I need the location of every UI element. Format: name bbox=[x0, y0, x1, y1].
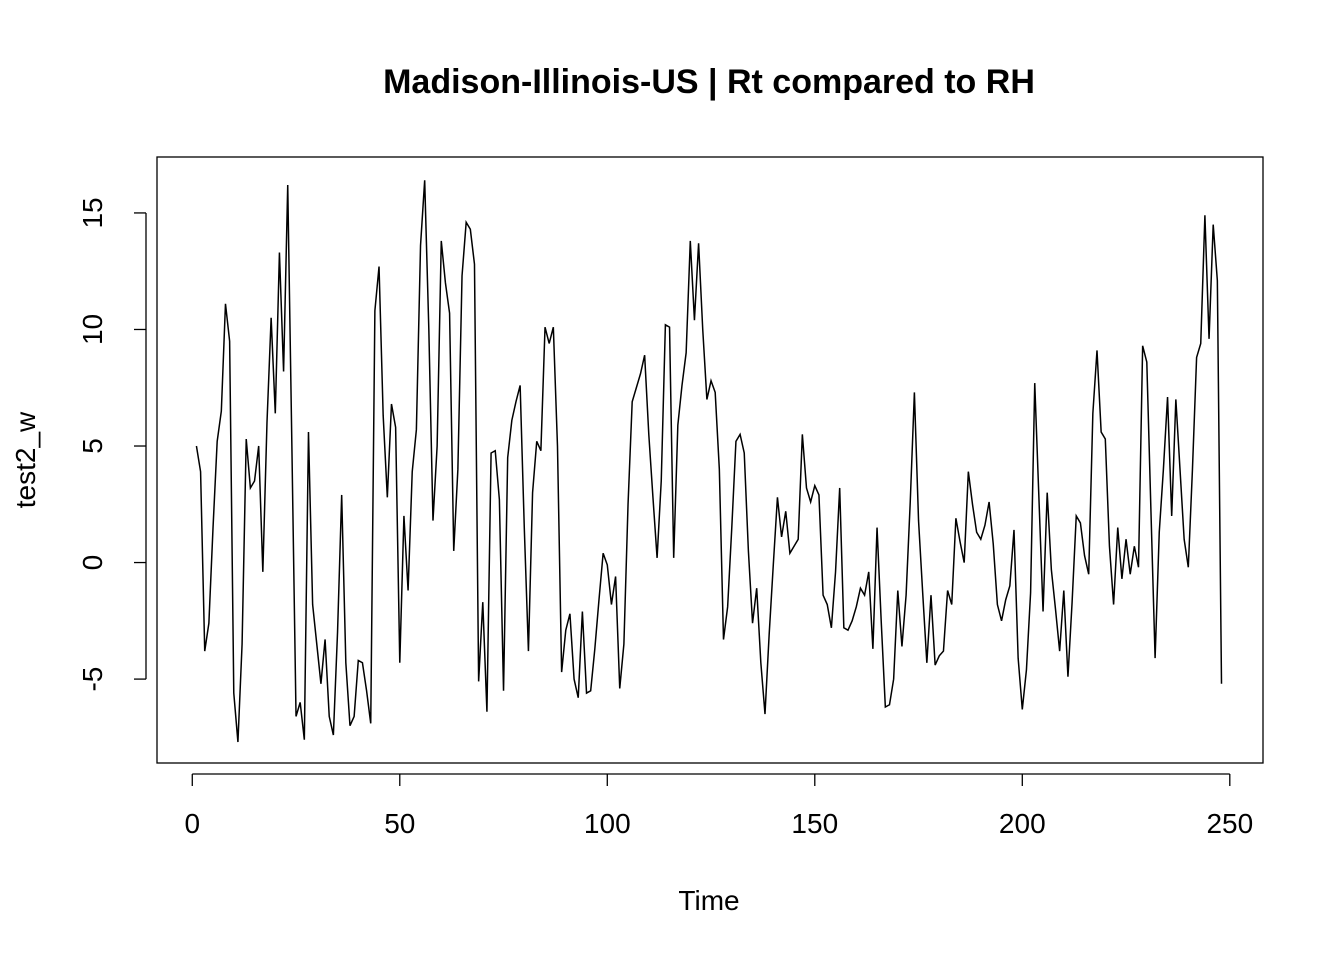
y-axis: -5 0 5 10 15 bbox=[77, 197, 147, 692]
x-tick-label: 50 bbox=[384, 808, 415, 839]
y-tick-label: 0 bbox=[77, 555, 108, 571]
x-axis: 0 50 100 150 200 250 bbox=[184, 773, 1253, 839]
y-tick-label: 15 bbox=[77, 197, 108, 228]
x-tick-label: 100 bbox=[584, 808, 631, 839]
x-tick-label: 150 bbox=[791, 808, 838, 839]
x-axis-label: Time bbox=[678, 885, 739, 916]
y-tick-label: 5 bbox=[77, 438, 108, 454]
series-line-1 bbox=[195, 180, 1223, 743]
x-tick-label: 250 bbox=[1206, 808, 1253, 839]
x-tick-label: 200 bbox=[999, 808, 1046, 839]
y-tick-label: -5 bbox=[77, 667, 108, 692]
plot-frame bbox=[156, 156, 1264, 764]
chart-title: Madison-Illinois-US | Rt compared to RH bbox=[383, 63, 1035, 101]
series-layer bbox=[195, 180, 1223, 743]
y-tick-label: 10 bbox=[77, 314, 108, 345]
x-tick-label: 0 bbox=[184, 808, 200, 839]
y-axis-label: test2_w bbox=[10, 411, 41, 508]
